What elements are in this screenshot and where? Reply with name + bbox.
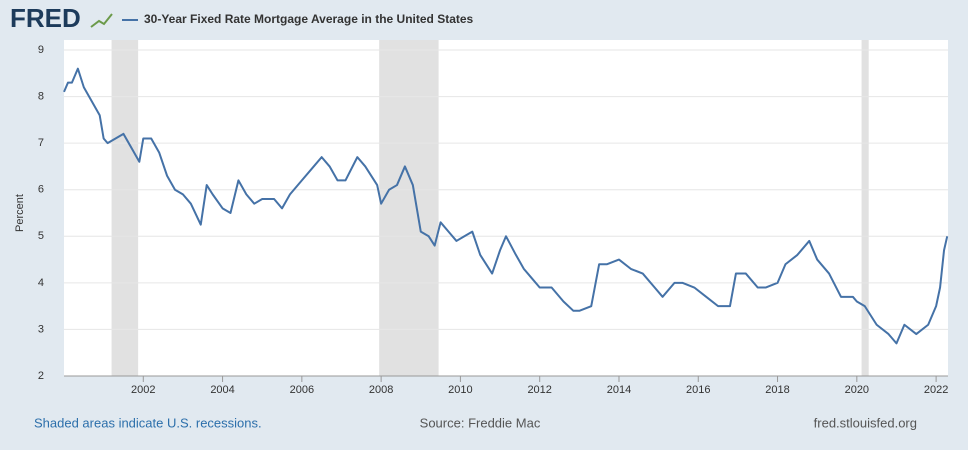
recession-band (861, 40, 869, 376)
plot-area (64, 40, 948, 376)
x-tick-label: 2018 (765, 384, 789, 396)
y-tick-label: 9 (38, 44, 44, 56)
x-tick-label: 2014 (607, 384, 631, 396)
x-tick-label: 2012 (527, 384, 551, 396)
y-tick-label: 7 (38, 137, 44, 149)
x-tick-label: 2022 (924, 384, 948, 396)
x-tick-label: 2006 (290, 384, 314, 396)
x-tick-label: 2008 (369, 384, 393, 396)
logo-icon (90, 13, 113, 28)
x-tick-label: 2016 (686, 384, 710, 396)
y-tick-label: 4 (38, 277, 44, 289)
x-tick-label: 2002 (131, 384, 155, 396)
footer-source: Source: Freddie Mac (420, 415, 541, 430)
y-tick-label: 8 (38, 90, 44, 102)
y-axis-label: Percent (14, 194, 26, 232)
footer-url: fred.stlouisfed.org (814, 415, 917, 430)
y-tick-label: 6 (38, 184, 44, 196)
x-tick-label: 2010 (448, 384, 472, 396)
data-line (63, 67, 949, 345)
y-tick-label: 2 (38, 370, 44, 382)
logo: FRED (10, 3, 81, 33)
footer-note[interactable]: Shaded areas indicate U.S. recessions. (34, 415, 262, 430)
y-tick-label: 3 (38, 323, 44, 335)
legend-label: 30-Year Fixed Rate Mortgage Average in t… (144, 12, 474, 26)
x-tick-label: 2004 (210, 384, 234, 396)
y-tick-label: 5 (38, 230, 44, 242)
x-tick-label: 2020 (845, 384, 869, 396)
recession-band (379, 40, 439, 376)
recession-band (111, 40, 139, 376)
